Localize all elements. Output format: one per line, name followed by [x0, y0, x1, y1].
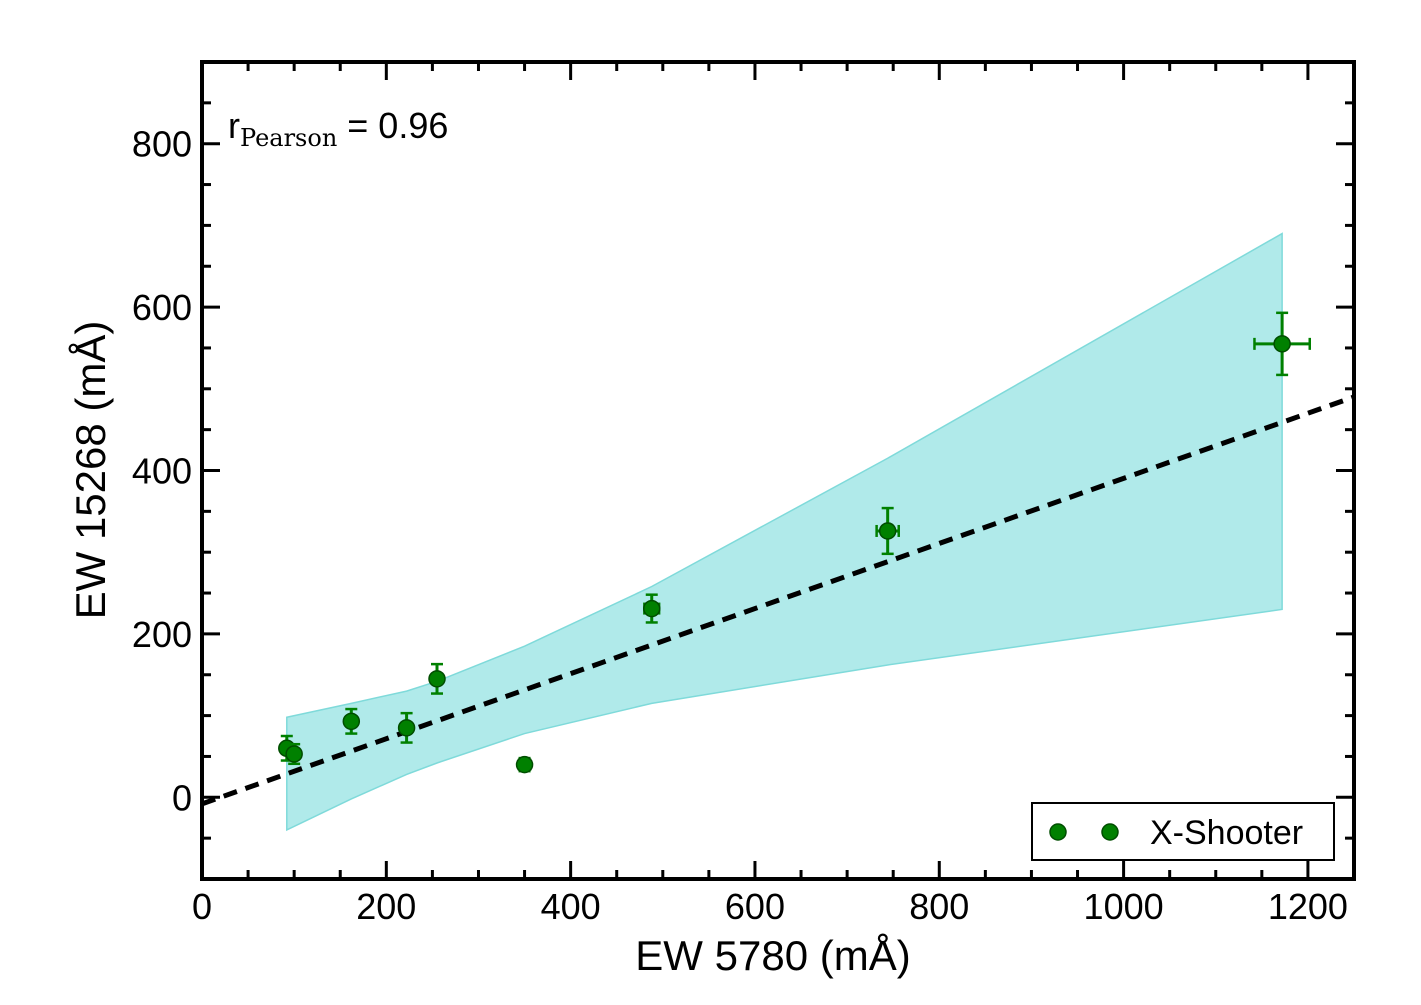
pearson-r: r: [228, 105, 240, 146]
confidence-band-layer: [286, 232, 1283, 832]
legend: X-Shooter: [1031, 802, 1335, 861]
data-point: [515, 755, 534, 774]
confidence-band: [286, 232, 1283, 832]
pearson-value: = 0.96: [337, 105, 448, 146]
y-tick-label: 600: [132, 287, 192, 328]
x-tick-label: 800: [909, 886, 969, 927]
x-tick-label: 600: [725, 886, 785, 927]
data-point: [428, 662, 446, 695]
y-tick-label: 800: [132, 124, 192, 165]
y-axis-label: EW 15268 (mÅ): [67, 321, 114, 620]
x-tick-label: 400: [541, 886, 601, 927]
data-point: [875, 506, 900, 556]
pearson-subscript: Pearson: [240, 124, 337, 152]
data-point-marker: [515, 755, 534, 774]
data-point: [285, 742, 303, 766]
fit-line-layer: [201, 394, 1355, 807]
axes-layer: 0 200 400 600 800 1000 1200 0 200 400 600 800: [132, 60, 1356, 927]
y-tick-label: 0: [172, 777, 192, 818]
data-point-marker: [1273, 335, 1291, 353]
data-points-layer: [278, 311, 1312, 774]
x-tick-label: 200: [356, 886, 416, 927]
legend-marker-left: [1049, 823, 1067, 841]
data-point: [397, 711, 416, 744]
x-tick-label: 1000: [1084, 886, 1164, 927]
data-point: [342, 707, 361, 735]
y-tick-label: 200: [132, 614, 192, 655]
data-point-marker: [428, 670, 446, 688]
data-point-marker: [285, 745, 303, 763]
legend-label-xshooter: X-Shooter: [1150, 814, 1303, 852]
legend-frame: [1031, 802, 1335, 861]
data-point: [1253, 311, 1312, 377]
data-point-marker: [878, 522, 897, 540]
legend-marker-right: [1101, 823, 1119, 841]
data-point-marker: [642, 599, 661, 618]
pearson-annotation: rPearson = 0.96: [228, 105, 448, 152]
fit-line: [201, 394, 1355, 807]
x-tick-label: 1200: [1268, 886, 1348, 927]
y-tick-label: 400: [132, 451, 192, 492]
data-point-marker: [397, 719, 416, 737]
data-point: [642, 593, 661, 624]
x-tick-label: 0: [192, 886, 212, 927]
x-axis-label: EW 5780 (mÅ): [635, 932, 910, 979]
data-point-marker: [342, 712, 361, 731]
